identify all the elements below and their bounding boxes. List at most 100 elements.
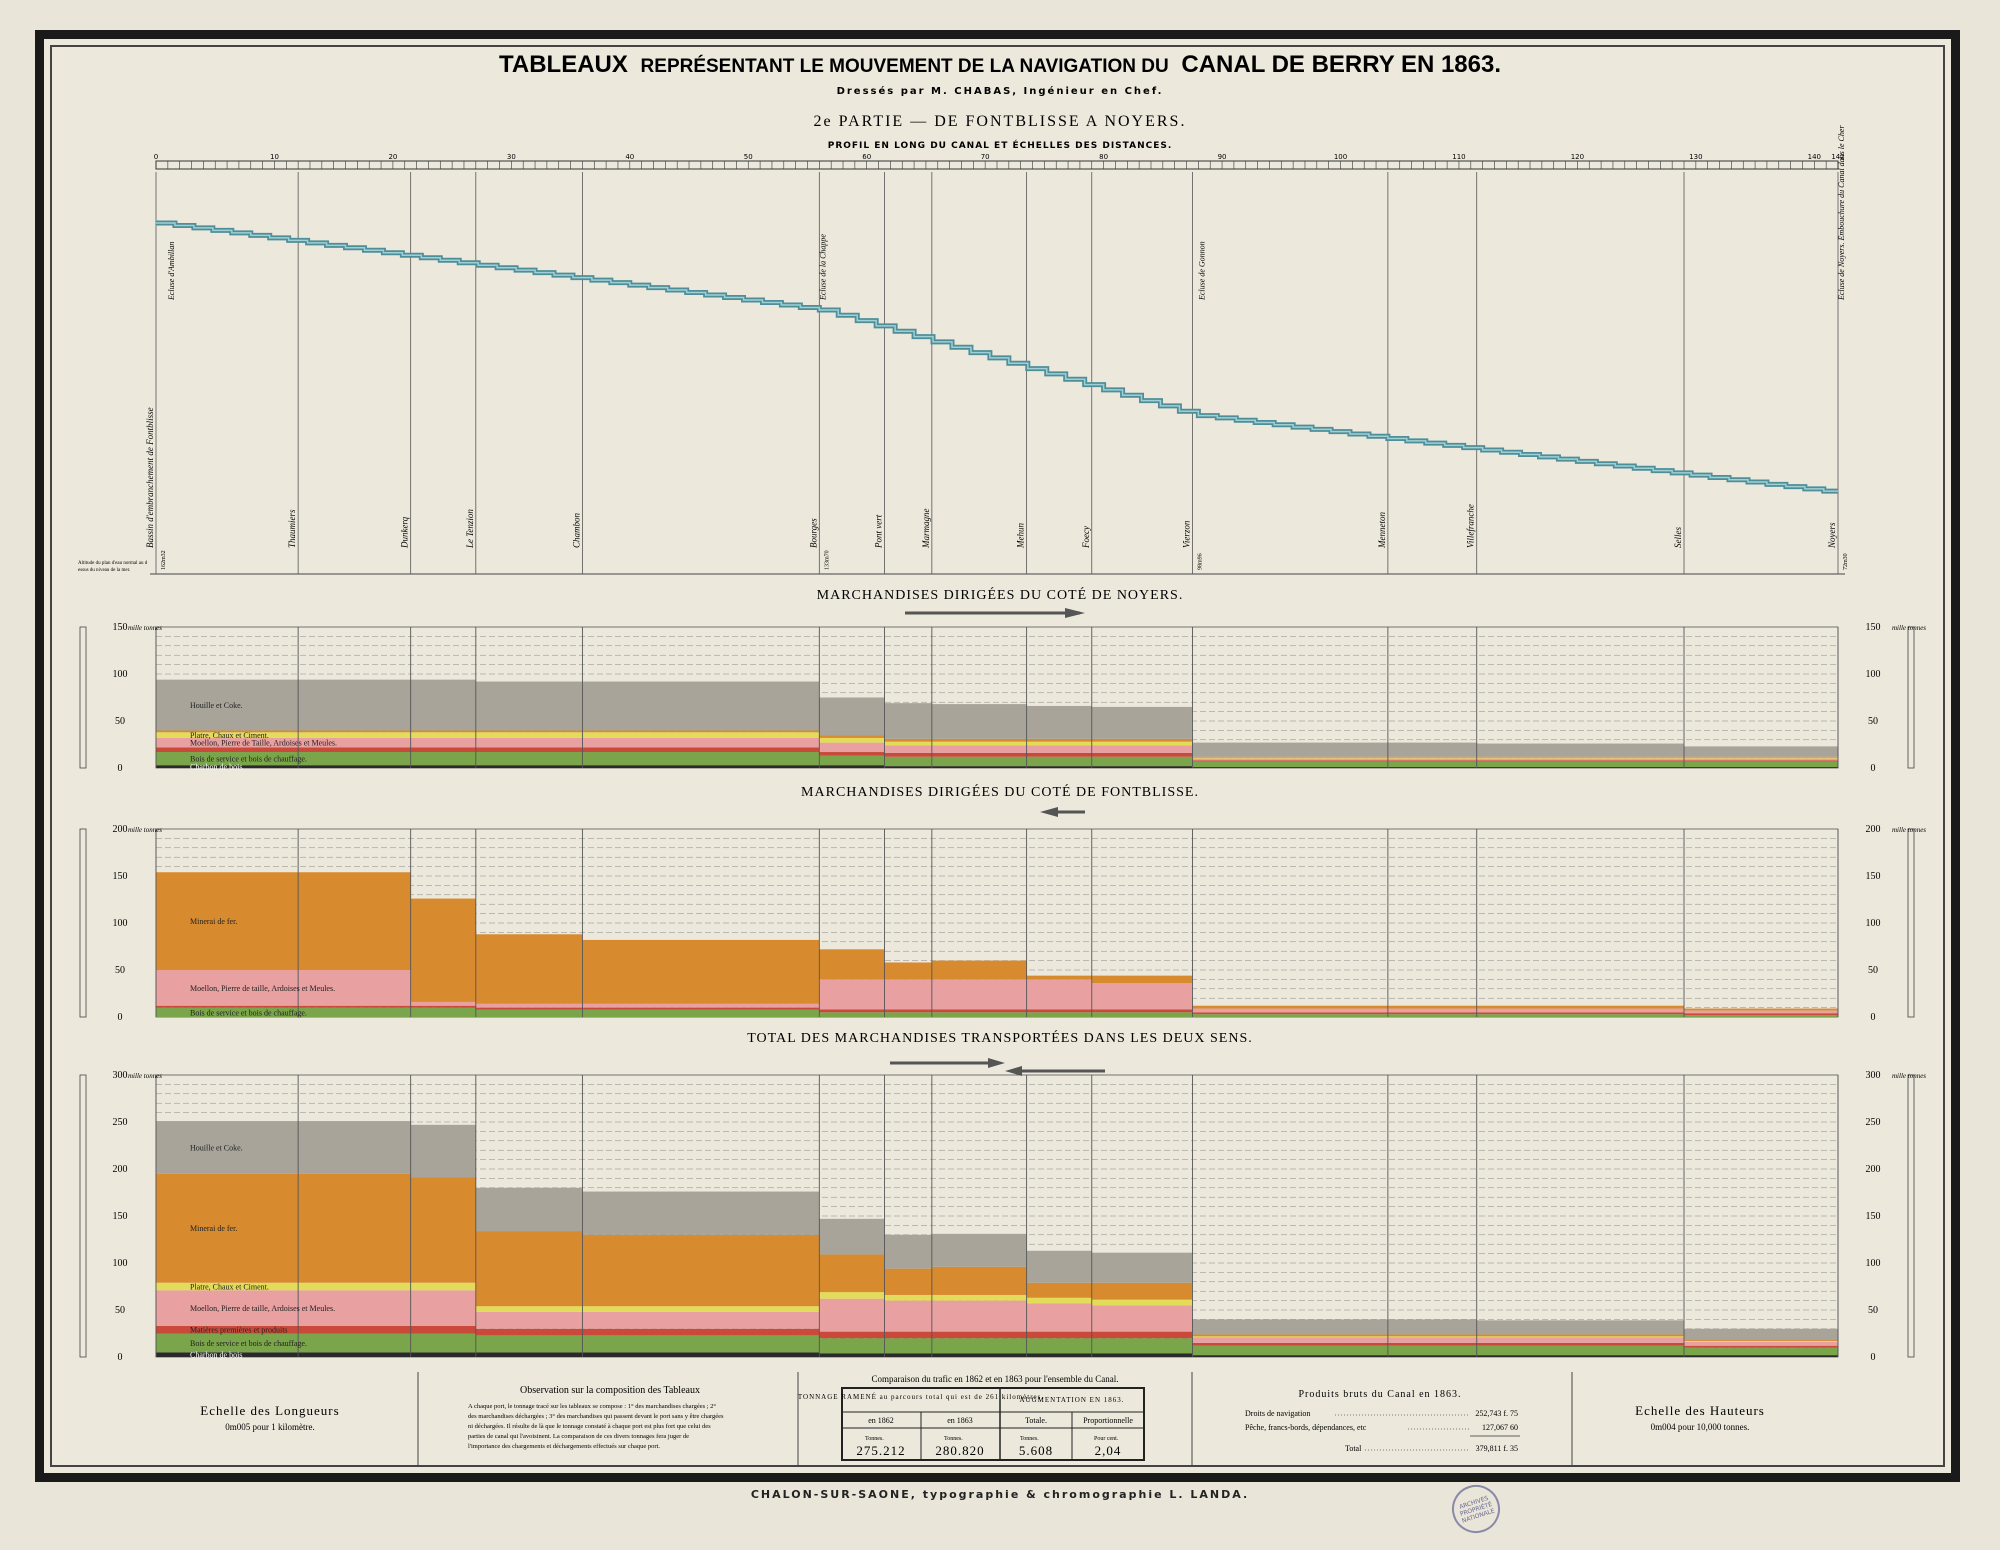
bar-segment-charbon [1476, 767, 1685, 768]
canal-profile: Bassin d'embranchement de Fontblisse Thau… [78, 125, 1849, 575]
bar-segment-series5 [1684, 756, 1838, 758]
bar-segment-moellon [1387, 758, 1477, 761]
bar-segment-series1 [1192, 1012, 1388, 1015]
series-label: Minerai de fer. [190, 917, 237, 926]
bar-segment-platre [410, 1282, 476, 1291]
observation-line: ni déchargées. Il résulte de là que le t… [468, 1423, 711, 1430]
bar-segment-bois [1026, 1012, 1092, 1017]
bar-segment-moellon [819, 1298, 885, 1332]
bar-segment-minerai [1026, 1282, 1092, 1298]
bar-segment-series1 [884, 1009, 932, 1013]
comparaison-title: Comparaison du trafic en 1862 et en 1863… [871, 1374, 1118, 1384]
bar-segment-charbon [1026, 1353, 1092, 1357]
y-tick-label: 100 [113, 669, 128, 680]
series-label: Bois de service et bois de chauffage. [190, 1008, 307, 1017]
bar-segment-minerai [1091, 975, 1193, 984]
bar-segment-charbon [156, 1352, 299, 1357]
y-tick-label: 50 [1868, 716, 1878, 727]
y-tick-label: 50 [115, 1305, 125, 1316]
series-label: Moellon, Pierre de taille, Ardoises et M… [190, 984, 335, 993]
bar-segment-bois [819, 1338, 885, 1354]
bar-segment-bois [1026, 756, 1092, 767]
series-label: Bois de service et bois de chauffage. [190, 1339, 307, 1348]
bar-segment-series5 [156, 730, 299, 733]
bar-segment-series2 [1091, 752, 1193, 757]
bar-segment-moellon [1476, 1008, 1685, 1013]
bar-segment-bois [1387, 761, 1477, 768]
comparaison-u3: Pour cent. [1094, 1436, 1119, 1442]
y-tick-label: 150 [1866, 871, 1881, 882]
bar-segment-charbon [1026, 766, 1092, 768]
lock-label: Ecluse de Noyers. Embouchure du Canal da… [1837, 125, 1846, 301]
bar-segment-houille [475, 1187, 583, 1232]
scale-tick-label: 0 [154, 153, 158, 161]
bar-segment-matires [410, 1325, 476, 1334]
bar-segment-houille [1192, 1319, 1388, 1335]
bar-segment-houille [1387, 1319, 1477, 1335]
bar-segment-platre [931, 741, 1027, 746]
bar-segment-bois [1192, 1014, 1388, 1017]
bar-segment-series5 [410, 730, 476, 733]
bar-segment-bois [475, 1335, 583, 1353]
bar-segment-houille [156, 1121, 299, 1174]
bar-segment-series2 [931, 752, 1027, 757]
bar-segment-platre [1387, 757, 1477, 759]
bar-segment-moellon [410, 1001, 476, 1006]
sheet-inner-border [50, 45, 1945, 1467]
bar-segment-bois [1026, 1338, 1092, 1354]
comparaison-table: TONNAGE RAMENÉ au parcours total qui est… [798, 1387, 1145, 1461]
y-tick-label: 100 [1866, 1258, 1881, 1269]
bar-segment-bois [475, 752, 583, 766]
series-label: Minerai de fer. [190, 1224, 237, 1233]
bar-segment-bois [582, 1009, 820, 1017]
bar-segment-charbon [1387, 767, 1477, 768]
bar-segment-bois [410, 1333, 476, 1353]
bar-segment-houille [884, 1234, 932, 1269]
bar-segment-series2 [1387, 760, 1477, 762]
bar-segment-charbon [1684, 767, 1838, 768]
y-scale-bar-left [79, 828, 87, 1018]
y-scale-bar-right [1907, 1074, 1915, 1358]
title-part-a: TABLEAUX [499, 51, 628, 78]
bar-segment-moellon [156, 1290, 299, 1326]
scale-tick-label: 70 [981, 153, 990, 161]
canal-profile-line [156, 220, 1838, 494]
bar-segment-bois [298, 752, 411, 766]
y-tick-label: 150 [113, 871, 128, 882]
observation-line: l'importance des chargements et décharge… [468, 1443, 660, 1450]
bar-segment-houille [298, 1121, 411, 1174]
place-label: Bourges [808, 518, 818, 548]
bar-segment-series2 [475, 747, 583, 753]
bar-segment-platre [410, 732, 476, 738]
bar-segment-series1 [1091, 1009, 1193, 1013]
observation-line: parties de canal qui l'avoisinent. La co… [468, 1433, 689, 1440]
bar-segment-bois [931, 756, 1027, 767]
altitude-label: 98m96 [1197, 553, 1203, 570]
scale-tick-label: 120 [1571, 153, 1584, 161]
bar-segment-platre [156, 732, 299, 738]
bar-segment-charbon [156, 765, 299, 768]
place-label: Selles [1673, 527, 1683, 548]
bar-segment-charbon [931, 766, 1027, 768]
series-label: Bois de service et bois de chauffage. [190, 755, 307, 764]
observation-title: Observation sur la composition des Table… [520, 1385, 700, 1396]
scale-tick-label: 30 [507, 153, 516, 161]
bar-segment-moellon [582, 737, 820, 748]
comparaison-u1: Tonnes. [944, 1436, 963, 1442]
bar-segment-charbon [410, 1352, 476, 1357]
bar-segment-moellon [1026, 1303, 1092, 1332]
bar-segment-bois [475, 1009, 583, 1017]
bar-segment-platre [298, 732, 411, 738]
bar-segment-minerai [931, 1266, 1027, 1295]
altitude-label: 72m30 [1843, 553, 1849, 570]
bar-segment-series1 [298, 1005, 411, 1008]
place-label: Thaumiers [287, 509, 297, 548]
comparaison-h0: en 1862 [868, 1416, 894, 1425]
bar-segment-matires [884, 1331, 932, 1339]
place-label: Foecy [1081, 526, 1091, 549]
bar-segment-bois [1476, 1345, 1685, 1356]
produits-row1-value: 252,743 f. 75 [1475, 1409, 1518, 1418]
bar-segment-minerai [1684, 1340, 1838, 1342]
y-tick-label: 300 [113, 1070, 128, 1081]
bar-segment-series1 [410, 1005, 476, 1008]
